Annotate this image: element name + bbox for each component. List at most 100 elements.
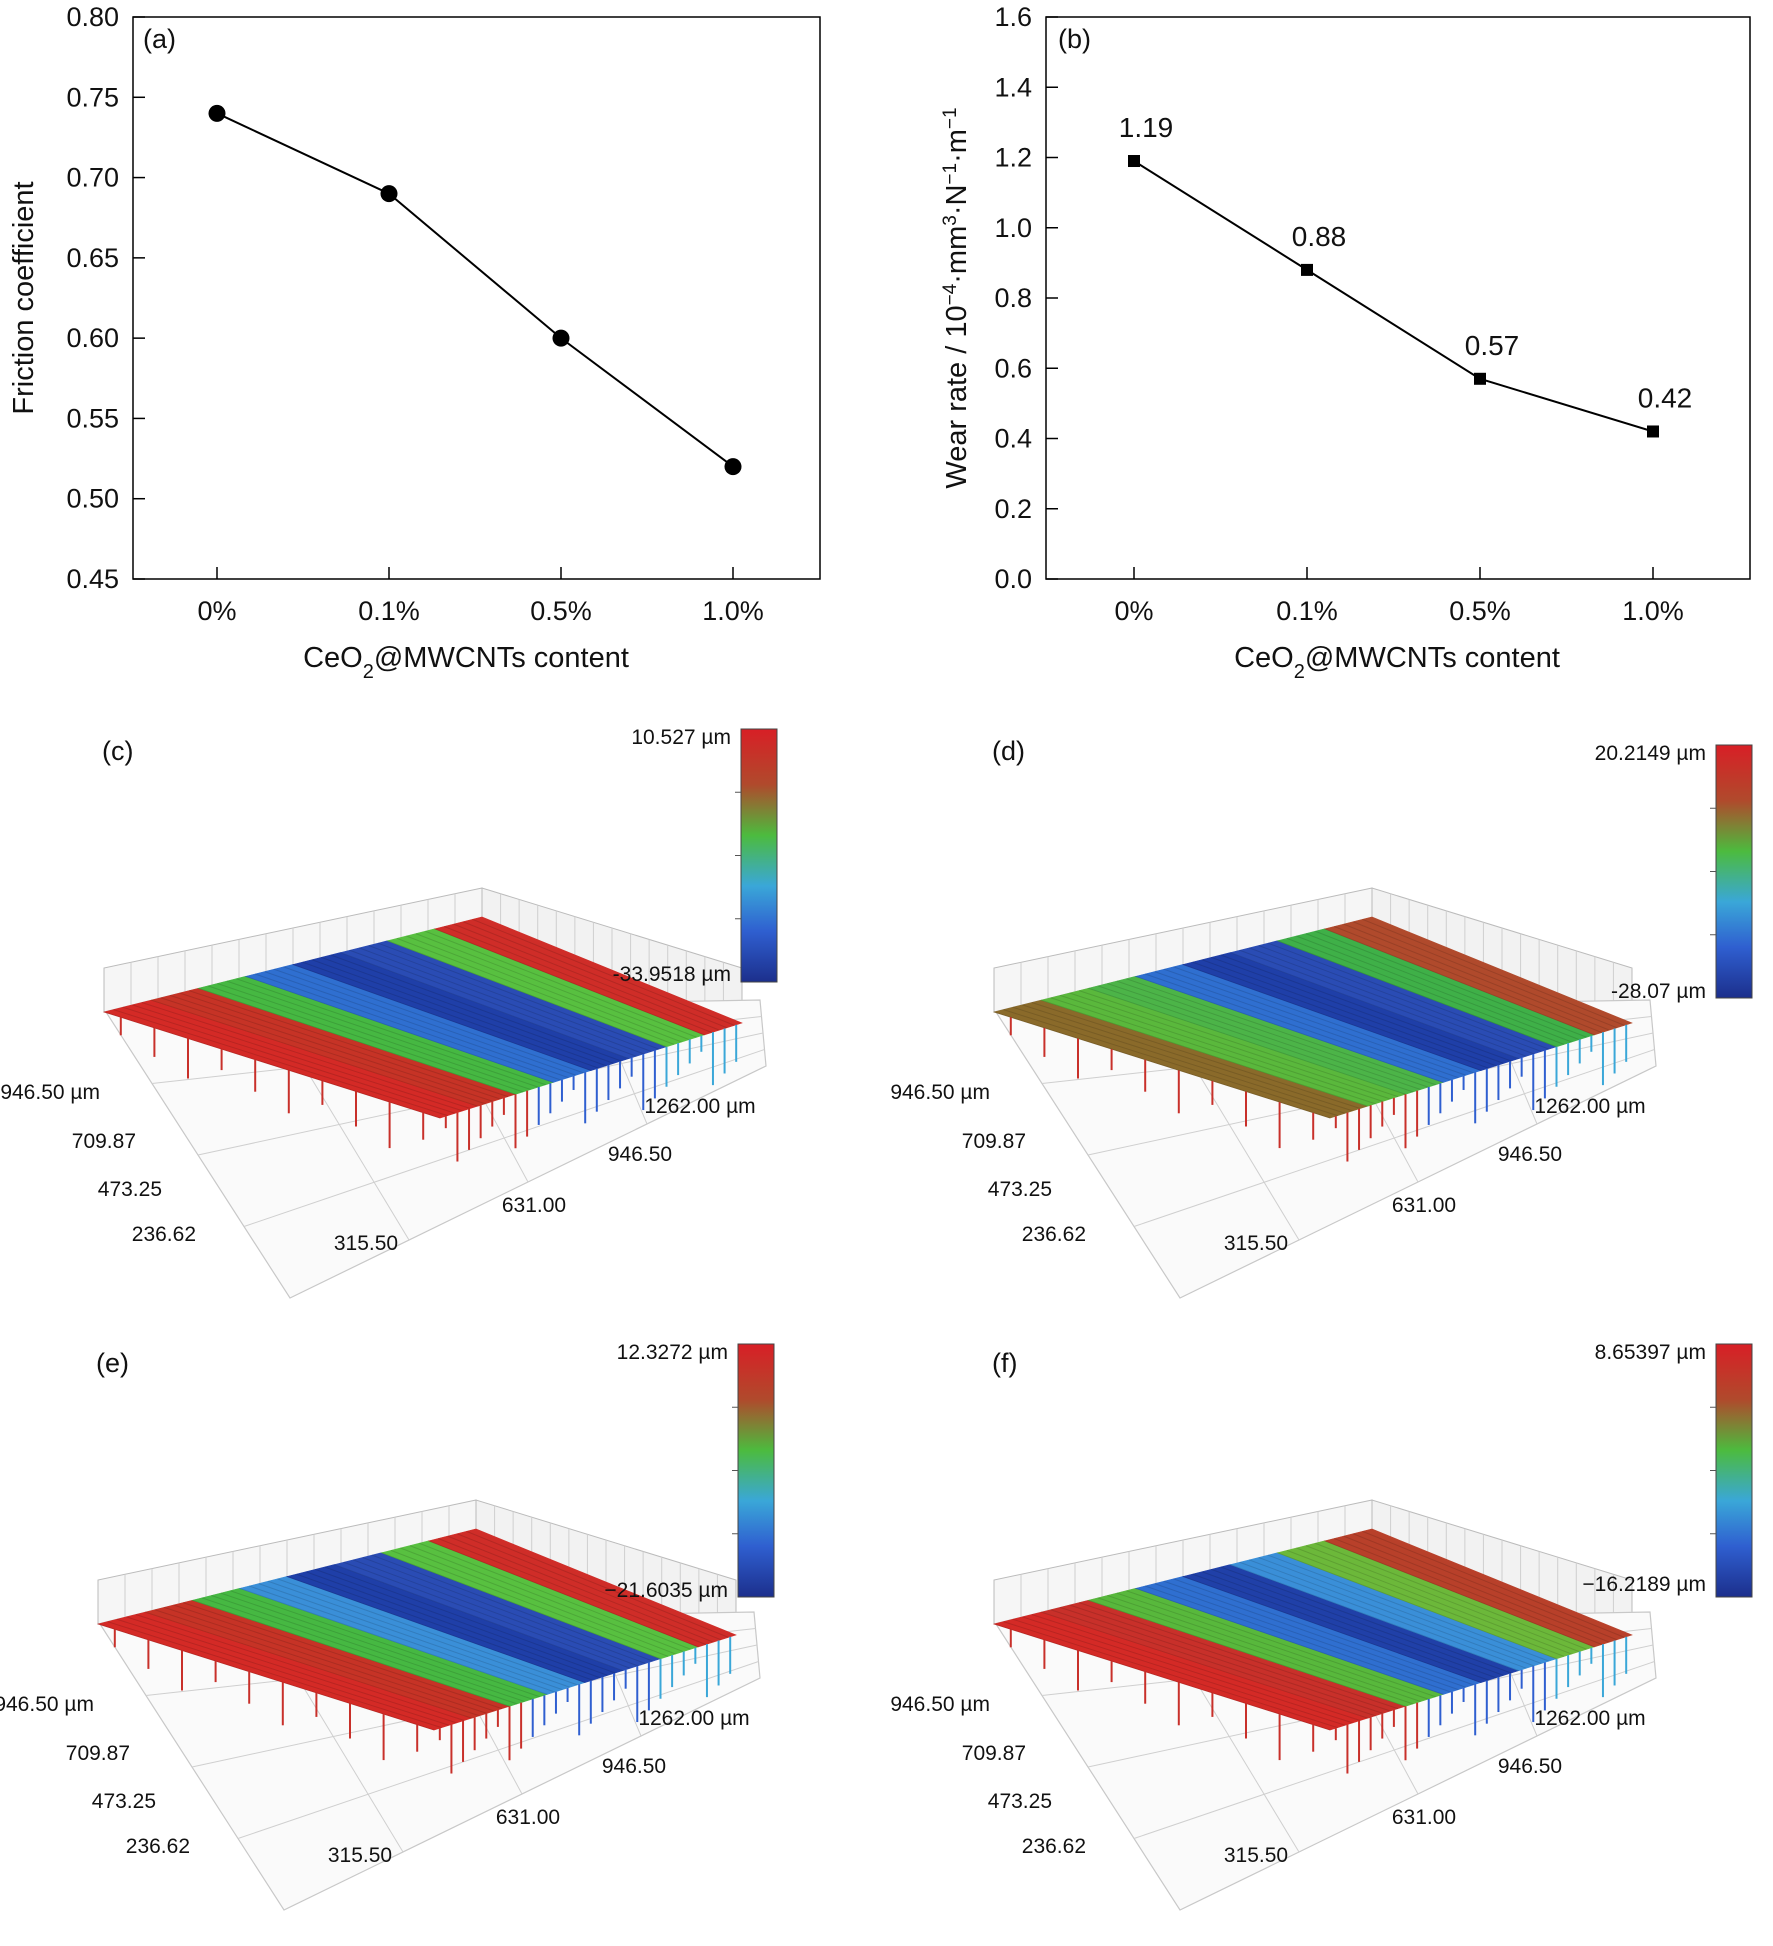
surface-texture (371, 1554, 654, 1662)
surface-texture (472, 918, 735, 1026)
y-tick-label: 0.50 (66, 484, 119, 514)
x-tick-label: 0% (1114, 596, 1153, 626)
surface-texture (1069, 1604, 1391, 1712)
y-axis-tick-label: 709.87 (962, 1130, 1026, 1153)
surface-texture (264, 971, 569, 1079)
surface-texture (315, 1568, 608, 1676)
surface-texture (1031, 1614, 1361, 1721)
panel-b-y-label: Wear rate / 10−4·mm3·N−1·m−1 (940, 107, 974, 488)
surface-texture (1258, 1557, 1542, 1664)
surface-texture (1286, 1549, 1565, 1657)
data-point (552, 329, 570, 347)
panel-b-x-label: CeO2@MWCNTs content (1234, 642, 1560, 683)
y-axis-tick-label: 709.87 (962, 1742, 1026, 1765)
color-bar: 8.65397 µm −16.2189 µm (1582, 1341, 1753, 1598)
surface-texture (406, 935, 682, 1043)
surface-texture (154, 1609, 480, 1717)
surface-texture (343, 1561, 631, 1669)
surface-texture (277, 1578, 578, 1686)
y-tick-label: 0.6 (994, 353, 1032, 383)
surface-texture (1050, 997, 1376, 1105)
data-label: 0.88 (1292, 221, 1347, 252)
surface-texture (425, 930, 697, 1038)
surface-texture (97, 1623, 435, 1731)
surface-texture (1173, 1578, 1474, 1686)
panel-b: (b) 0.0 0.2 0.4 0.6 0.8 1.0 1.2 1.4 1.6 0% 0.1% 0.… (940, 2, 1751, 683)
y-tick-label: 1.4 (994, 72, 1032, 102)
surface-texture (1097, 1597, 1414, 1705)
surface-texture (428, 1540, 699, 1648)
surface-texture (292, 964, 592, 1071)
x-axis-tick-label: 1262.00 µm (644, 1095, 755, 1118)
panel-a-y-label: Friction coefficient (8, 181, 40, 414)
panel-a-label: (a) (143, 24, 176, 54)
surface-texture (163, 1606, 488, 1714)
surface-texture (1173, 966, 1474, 1074)
surface-texture (1041, 999, 1368, 1107)
y-axis-tick-label: 946.50 µm (0, 1693, 94, 1716)
panel-a-plot (208, 104, 742, 476)
y-axis-tick-label: 236.62 (126, 1835, 190, 1858)
y-tick-label: 0.2 (994, 494, 1032, 524)
surface-texture (462, 921, 728, 1029)
surface-texture (103, 1011, 441, 1119)
surface-band (427, 1528, 737, 1648)
y-axis-tick-label: 236.62 (132, 1223, 196, 1246)
surface-texture (211, 1595, 525, 1702)
y-tick-label: 1.0 (994, 213, 1032, 243)
surface-texture (1192, 1573, 1489, 1681)
x-axis-tick-label: 1262.00 µm (638, 1707, 749, 1730)
surface-texture (245, 975, 554, 1083)
surface-band (433, 916, 743, 1036)
color-bar: 20.2149 µm -28.07 µm (1595, 742, 1753, 1003)
back-wall-grid (97, 1499, 737, 1636)
surface-texture (217, 983, 531, 1090)
y-tick-label: 0.70 (66, 163, 119, 193)
data-point (1647, 425, 1659, 438)
surface-texture (1069, 992, 1391, 1100)
surface-texture (1211, 956, 1504, 1064)
surface-texture (396, 937, 675, 1045)
surface-texture (1258, 945, 1542, 1052)
surface-texture (1334, 1538, 1602, 1645)
surface-texture (390, 1549, 669, 1657)
surface-texture (1088, 1599, 1406, 1707)
surface-panel: (c) 315.50 631.00 946.50 1262.00 µm 236.62 473… (0, 726, 778, 1299)
surface-texture (258, 1583, 563, 1691)
surface-texture (239, 1587, 548, 1695)
surface-texture (1107, 1595, 1421, 1702)
panel-label: (e) (96, 1348, 129, 1378)
surface-texture (1201, 959, 1497, 1067)
surface-texture (141, 1002, 471, 1109)
surface-texture (302, 961, 599, 1069)
panel-b-plot: 1.19 0.88 0.57 0.42 (1119, 112, 1692, 438)
surface-texture (1126, 1590, 1436, 1698)
y-tick-label: 0.75 (66, 82, 119, 112)
surface-texture (1305, 933, 1580, 1041)
x-axis-tick-label: 631.00 (1392, 1806, 1456, 1829)
surface-3d (992, 916, 1633, 1162)
panel-a-y-axis: 0.45 0.50 0.55 0.60 0.65 0.70 0.75 0.80 (66, 2, 145, 594)
y-axis-tick-label: 946.50 µm (890, 1081, 990, 1104)
surface-texture (456, 1533, 722, 1641)
surface-3d (96, 1528, 737, 1774)
surface-texture (207, 985, 524, 1093)
surface-texture (1088, 987, 1406, 1095)
surface-panel: (e) 315.50 631.00 946.50 1262.00 µm 236.62 473… (0, 1341, 775, 1911)
surface-texture (1078, 1602, 1399, 1710)
y-axis-tick-label: 473.25 (988, 1178, 1052, 1201)
surface-texture (198, 987, 516, 1095)
surface-texture (201, 1597, 518, 1705)
y-axis-tick-label: 473.25 (988, 1790, 1052, 1813)
panel-b-frame (1045, 16, 1751, 580)
surface-texture (400, 1547, 676, 1655)
y-tick-label: 0.80 (66, 2, 119, 32)
color-bar-max-label: 12.3272 µm (617, 1341, 728, 1364)
surface-texture (1296, 1547, 1572, 1655)
panel-b-y-axis: 0.0 0.2 0.4 0.6 0.8 1.0 1.2 1.4 1.6 (994, 2, 1058, 594)
surface-texture (1324, 928, 1595, 1036)
surface-texture (334, 1564, 623, 1672)
surface-texture (1352, 1533, 1618, 1641)
surface-texture (1022, 1004, 1353, 1112)
surface-texture (1135, 975, 1444, 1083)
